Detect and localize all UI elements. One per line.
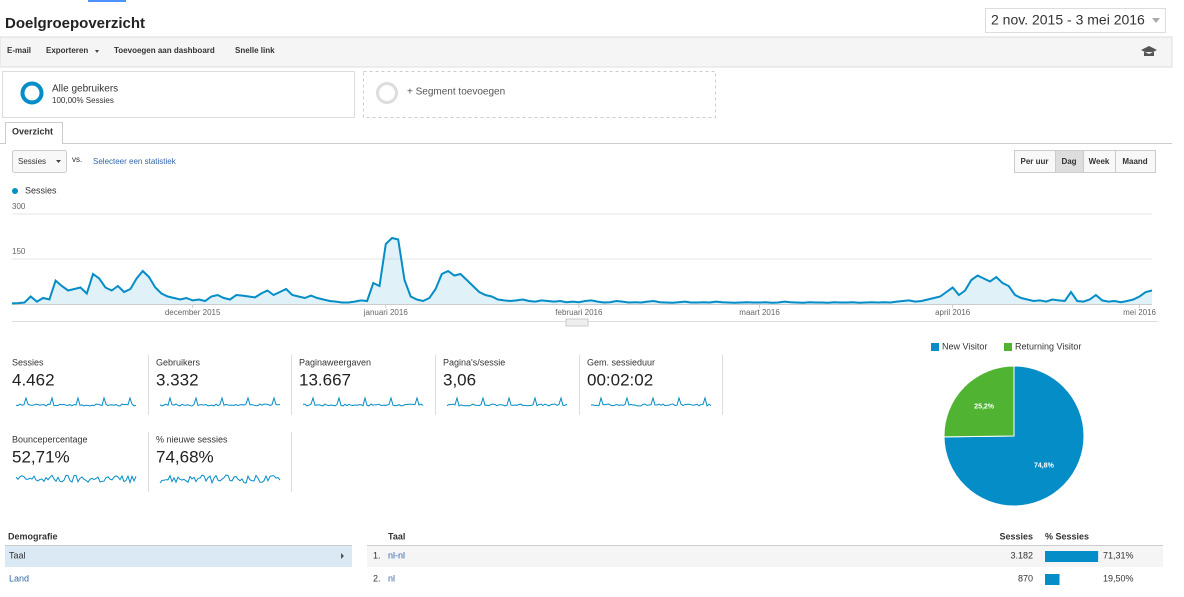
legend-label: Sessies [25,185,57,195]
period-button-label[interactable]: Dag [1061,157,1076,166]
x-tick-label: december 2015 [165,308,221,317]
y-tick-label: 300 [12,202,26,211]
line [11,236,1153,305]
metric-label: Bouncepercentage [12,434,88,444]
pct-bar [1045,551,1099,562]
period-button[interactable] [1115,150,1156,173]
pie-label: 74,8% [1034,462,1055,469]
row-pct: 19,50% [1103,573,1134,583]
table-header: % Sessies [1045,531,1089,541]
row-sessions: 3.182 [1010,550,1033,560]
demografie-title: Demografie [8,531,58,541]
sparkline [159,474,281,485]
segment-name: Alle gebruikers [52,84,118,95]
legend-swatch [12,188,18,194]
pie-slice [943,365,1015,438]
metric-value: 52,71% [12,447,70,466]
x-tick-label: januari 2016 [363,308,409,317]
metric-select-label[interactable]: Sessies [18,157,46,166]
resize-handle[interactable] [565,318,589,327]
pct-bar [1045,574,1060,585]
toolbar-item[interactable]: Exporteren [46,46,88,55]
caret [56,160,61,163]
area [12,238,1152,304]
x-tick-label: mei 2016 [1123,308,1156,317]
demografie-item[interactable]: Taal [9,550,26,560]
y-tick-label: 150 [12,247,26,256]
row-selected[interactable] [5,546,352,567]
segment-add[interactable] [363,71,716,118]
demografie-item[interactable]: Land [9,573,29,583]
toolbar [0,36,1173,68]
metric-label: Sessies [12,357,44,367]
segment-icon [20,81,44,105]
x-tick-label: april 2016 [935,308,971,317]
segment-icon [376,82,398,104]
metric-label: Pagina's/sessie [443,357,505,367]
vs-label: vs. [72,155,82,164]
x-tick-label: februari 2016 [555,308,603,317]
metric-value: 13.667 [299,370,351,389]
metric-value: 00:02:02 [587,370,653,389]
arrow [341,553,344,559]
sparkline [590,396,712,407]
metric-value: 3,06 [443,370,476,389]
metric-select[interactable] [12,150,67,173]
sparkline [446,396,568,407]
metric-label: Gebruikers [156,357,201,367]
toolbar-item[interactable]: Toevoegen aan dashboard [114,46,215,55]
legend-label: Returning Visitor [1015,341,1081,351]
nav-indicator [88,0,126,2]
period-button-label[interactable]: Maand [1122,157,1147,166]
metric-value: 74,68% [156,447,214,466]
pie-label: 25,2% [974,403,995,410]
row-name[interactable]: nl-nl [388,550,405,560]
caret [1152,18,1160,23]
metric-value: 4.462 [12,370,55,389]
legend-swatch [931,343,939,351]
segment-box[interactable] [2,71,355,118]
metric-label: Gem. sessieduur [587,357,655,367]
cap-icon[interactable] [1141,46,1157,56]
sparkline [159,396,281,407]
row-sessions: 870 [1018,573,1033,583]
period-button-label[interactable]: Per uur [1020,157,1048,166]
segment-add-label[interactable]: + Segment toevoegen [407,87,505,98]
legend-swatch [1004,343,1012,351]
row-bg [367,546,1163,567]
metric-label: Paginaweergaven [299,357,371,367]
metric-label: % nieuwe sessies [156,434,228,444]
date-range[interactable]: 2 nov. 2015 - 3 mei 2016 [991,12,1145,28]
compare-link[interactable]: Selecteer een statistiek [93,157,177,166]
toolbar-item[interactable]: E-mail [7,46,31,55]
legend-label: New Visitor [942,341,987,351]
table-header: Sessies [999,531,1033,541]
sparkline [303,396,424,407]
row-rank: 2. [373,573,381,583]
toolbar-item[interactable]: Snelle link [235,46,275,55]
row-pct: 71,31% [1103,550,1134,560]
sparkline [15,474,137,485]
date-picker[interactable] [985,8,1166,33]
sparkline [15,396,137,407]
tab-label[interactable]: Overzicht [12,126,53,136]
caret [95,50,99,53]
table-header: Taal [388,531,405,541]
metric-value: 3.332 [156,370,199,389]
page-title: Doelgroepoverzicht [5,15,145,32]
period-button-label[interactable]: Week [1089,157,1110,166]
row-name[interactable]: nl [388,573,395,583]
segment-detail: 100,00% Sessies [52,96,114,105]
x-tick-label: maart 2016 [739,308,780,317]
row-rank: 1. [373,550,381,560]
